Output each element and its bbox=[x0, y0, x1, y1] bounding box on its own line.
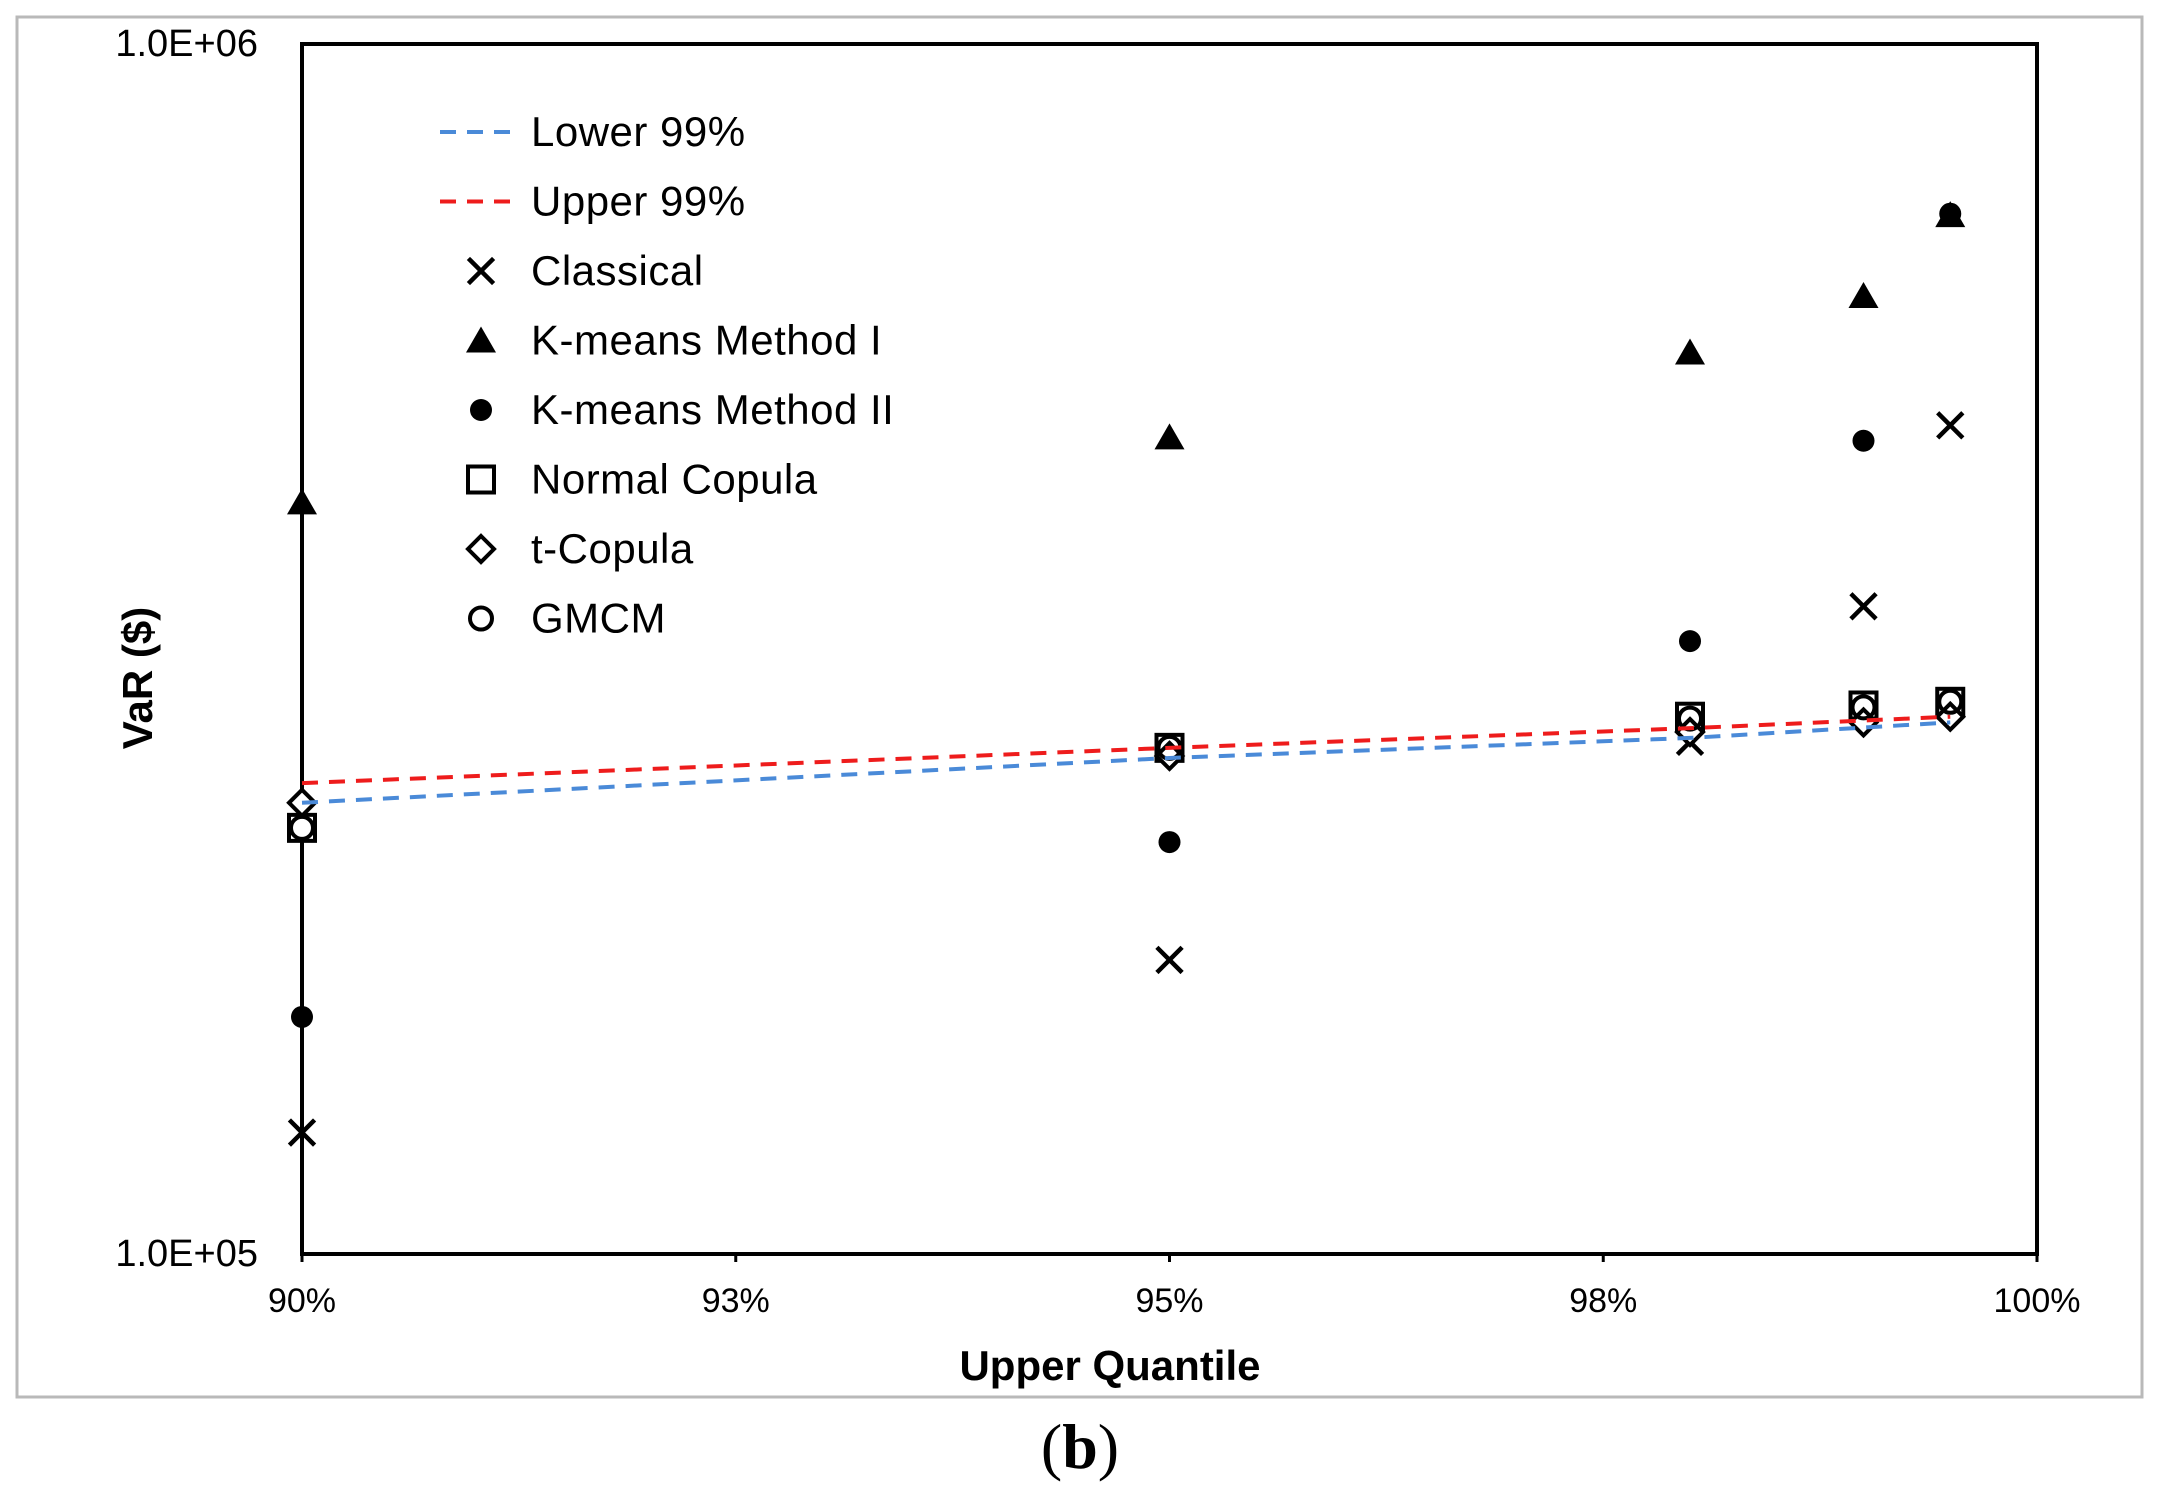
series-classical bbox=[287, 411, 1965, 1147]
data-point-k-means-method-ii bbox=[1852, 429, 1875, 452]
x-tick-label: 100% bbox=[1994, 1282, 2081, 1320]
series-upper-99 bbox=[301, 714, 1951, 786]
panel-label-close: ) bbox=[1097, 1411, 1120, 1482]
data-point-gmcm bbox=[1937, 688, 1964, 715]
legend-label: Classical bbox=[531, 247, 704, 294]
legend-item-classical: Classical bbox=[466, 247, 704, 294]
legend-item-k-means-method-i: K-means Method I bbox=[466, 317, 882, 364]
data-point-k-means-method-i bbox=[287, 488, 317, 515]
data-point-k-means-method-i bbox=[1848, 282, 1879, 309]
legend-swatch bbox=[466, 464, 496, 495]
legend-swatch bbox=[468, 605, 494, 632]
x-axis: 90% 93% 95% 98% 100% bbox=[268, 1254, 2081, 1320]
legend-label: Normal Copula bbox=[531, 456, 818, 503]
data-point-k-means-method-i bbox=[1675, 338, 1705, 365]
data-point-classical bbox=[1155, 945, 1184, 975]
y-tick-label: 1.0E+05 bbox=[115, 1233, 258, 1275]
panel-label-open: ( bbox=[1040, 1411, 1063, 1482]
data-point-classical bbox=[1936, 411, 1965, 440]
y-axis-title: VaR ($) bbox=[114, 607, 161, 749]
x-axis-title: Upper Quantile bbox=[959, 1342, 1260, 1389]
legend-swatch bbox=[466, 326, 496, 353]
legend-label: t-Copula bbox=[531, 525, 694, 572]
legend-label: Lower 99% bbox=[531, 108, 746, 155]
legend-item-k-means-method-ii: K-means Method II bbox=[470, 386, 894, 433]
legend-item-gmcm: GMCM bbox=[468, 595, 666, 642]
x-tick-label: 95% bbox=[1135, 1282, 1203, 1320]
data-point-k-means-method-i bbox=[1154, 423, 1185, 450]
data-point-k-means-method-ii bbox=[1939, 202, 1962, 225]
data-point-k-means-method-ii bbox=[1679, 630, 1701, 653]
series-k-means-method-ii bbox=[291, 202, 1962, 1028]
legend: Lower 99% Upper 99% Classical K-means Metho… bbox=[440, 108, 894, 642]
data-point-k-means-method-ii bbox=[1158, 831, 1181, 854]
series-line-upper-99 bbox=[301, 714, 1951, 786]
data-point-gmcm bbox=[1850, 694, 1877, 721]
data-point-classical bbox=[1849, 592, 1878, 621]
legend-item-t-copula: t-Copula bbox=[465, 525, 694, 572]
legend-item-normal-copula: Normal Copula bbox=[466, 456, 818, 503]
data-point-classical bbox=[287, 1118, 317, 1147]
x-tick-label: 93% bbox=[702, 1282, 770, 1320]
data-point-gmcm bbox=[289, 814, 315, 841]
series-layer bbox=[286, 201, 1967, 1147]
series-lower-99 bbox=[301, 720, 1951, 805]
legend-item-upper-99: Upper 99% bbox=[440, 178, 746, 225]
panel-label: (b) bbox=[0, 1410, 2160, 1484]
data-point-k-means-method-ii bbox=[291, 1005, 313, 1028]
chart-border bbox=[15, 15, 2144, 1399]
legend-label: K-means Method I bbox=[531, 317, 882, 364]
y-axis: 1.0E+05 1.0E+06 bbox=[115, 23, 258, 1275]
legend-label: GMCM bbox=[531, 595, 666, 642]
x-tick-label: 90% bbox=[268, 1282, 336, 1320]
x-tick-label: 98% bbox=[1569, 1282, 1637, 1320]
y-tick-label: 1.0E+06 bbox=[115, 23, 258, 65]
legend-swatch bbox=[465, 533, 497, 565]
legend-swatch bbox=[466, 256, 496, 286]
legend-label: Upper 99% bbox=[531, 178, 746, 225]
legend-label: K-means Method II bbox=[531, 386, 894, 433]
series-line-lower-99 bbox=[301, 720, 1951, 805]
legend-item-lower-99: Lower 99% bbox=[440, 108, 746, 155]
panel-label-letter: b bbox=[1062, 1411, 1098, 1482]
legend-swatch bbox=[470, 399, 492, 421]
